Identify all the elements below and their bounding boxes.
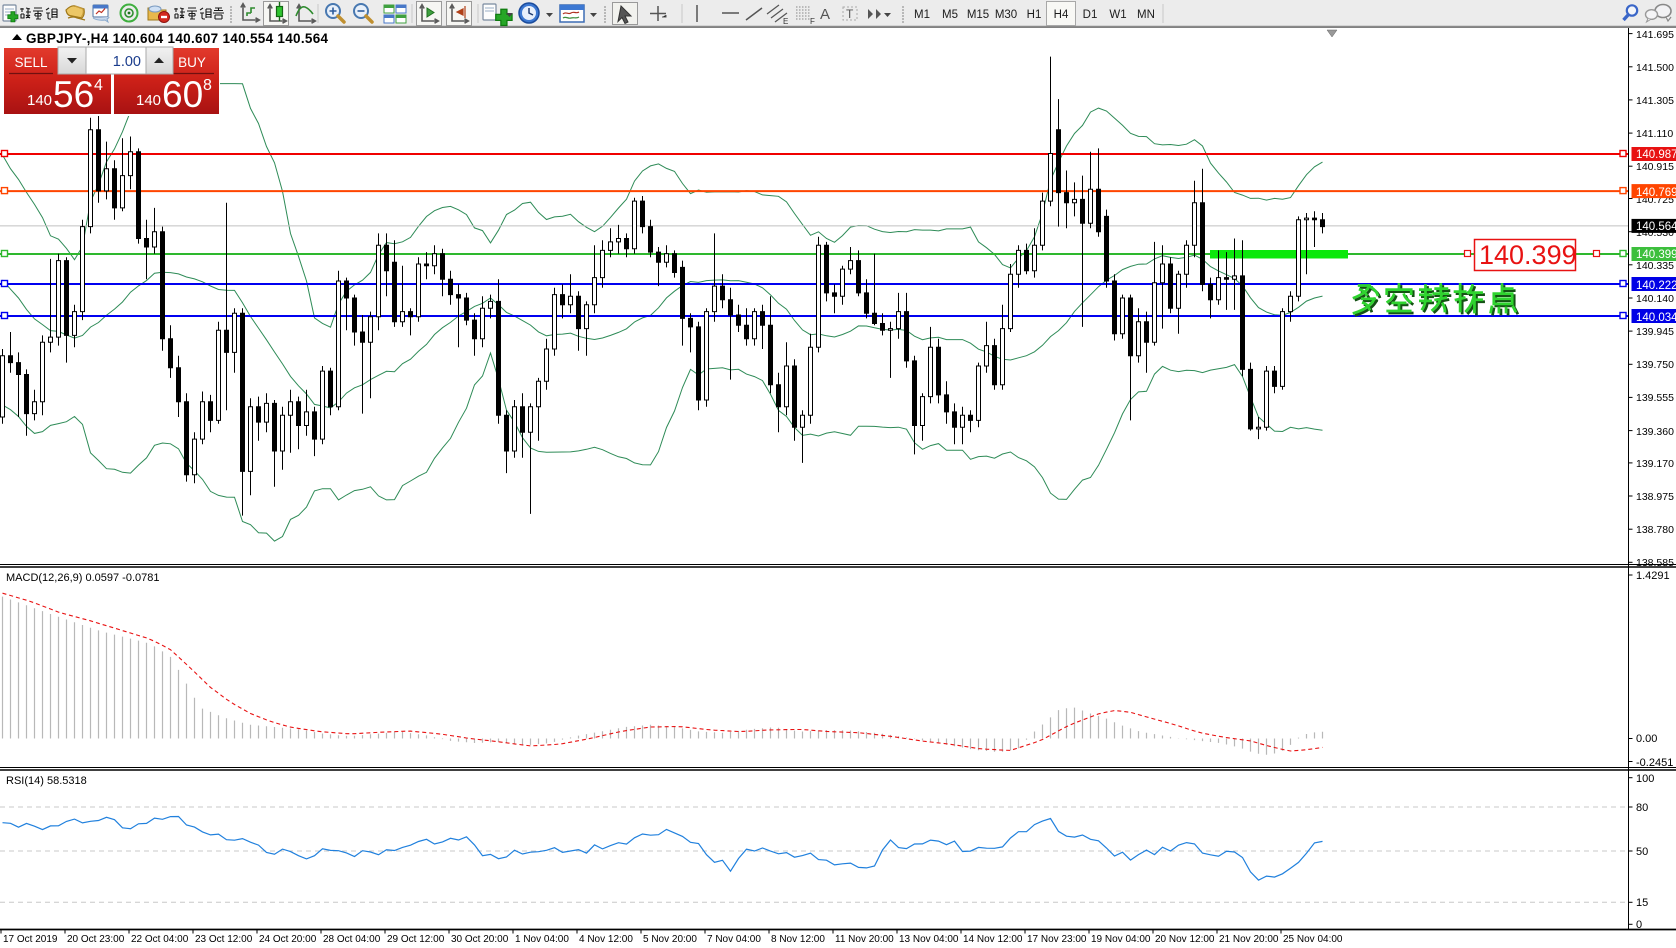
svg-text:138.585: 138.585 xyxy=(1636,557,1674,569)
svg-text:140.222: 140.222 xyxy=(1636,280,1676,292)
svg-text:M15: M15 xyxy=(967,9,989,21)
svg-text:F: F xyxy=(810,17,815,26)
svg-text:56: 56 xyxy=(53,74,94,115)
svg-text:21 Nov 20:00: 21 Nov 20:00 xyxy=(1219,934,1279,945)
svg-text:7 Nov 04:00: 7 Nov 04:00 xyxy=(707,934,761,945)
svg-text:0: 0 xyxy=(1636,919,1642,931)
svg-text:25 Nov 04:00: 25 Nov 04:00 xyxy=(1283,934,1343,945)
svg-text:H4: H4 xyxy=(1054,9,1069,21)
svg-text:141.305: 141.305 xyxy=(1636,95,1674,107)
svg-text:140.987: 140.987 xyxy=(1636,149,1676,161)
svg-text:D1: D1 xyxy=(1083,9,1098,21)
svg-text:139.555: 139.555 xyxy=(1636,392,1674,404)
svg-text:140.335: 140.335 xyxy=(1636,260,1674,272)
svg-text:E: E xyxy=(783,17,788,26)
svg-text:M1: M1 xyxy=(914,9,930,21)
svg-text:RSI(14) 58.5318: RSI(14) 58.5318 xyxy=(6,775,87,787)
svg-text:MACD(12,26,9) 0.0597 -0.0781: MACD(12,26,9) 0.0597 -0.0781 xyxy=(6,572,159,584)
svg-text:23 Oct 12:00: 23 Oct 12:00 xyxy=(195,934,253,945)
svg-text:4 Nov 12:00: 4 Nov 12:00 xyxy=(579,934,633,945)
svg-text:1 Nov 04:00: 1 Nov 04:00 xyxy=(515,934,569,945)
svg-text:140: 140 xyxy=(136,92,161,109)
svg-text:M5: M5 xyxy=(942,9,958,21)
svg-text:28 Oct 04:00: 28 Oct 04:00 xyxy=(323,934,381,945)
svg-text:1.4291: 1.4291 xyxy=(1636,570,1670,582)
svg-text:M30: M30 xyxy=(995,9,1017,21)
svg-text:1.00: 1.00 xyxy=(113,54,141,70)
svg-text:140.399: 140.399 xyxy=(1479,240,1577,270)
svg-text:140.034: 140.034 xyxy=(1636,312,1676,324)
svg-text:15: 15 xyxy=(1636,897,1648,909)
svg-text:20 Nov 12:00: 20 Nov 12:00 xyxy=(1155,934,1215,945)
svg-text:MN: MN xyxy=(1137,9,1155,21)
svg-text:140.140: 140.140 xyxy=(1636,293,1674,305)
svg-text:A: A xyxy=(820,6,830,23)
svg-text:11 Nov 20:00: 11 Nov 20:00 xyxy=(835,934,894,945)
svg-text:139.170: 139.170 xyxy=(1636,458,1674,470)
svg-text:14 Nov 12:00: 14 Nov 12:00 xyxy=(963,934,1023,945)
svg-text:13 Nov 04:00: 13 Nov 04:00 xyxy=(899,934,959,945)
svg-text:29 Oct 12:00: 29 Oct 12:00 xyxy=(387,934,445,945)
svg-text:140.769: 140.769 xyxy=(1636,187,1676,199)
svg-text:8 Nov 12:00: 8 Nov 12:00 xyxy=(771,934,825,945)
svg-text:141.695: 141.695 xyxy=(1636,29,1674,41)
svg-text:139.945: 139.945 xyxy=(1636,326,1674,338)
svg-text:138.780: 138.780 xyxy=(1636,524,1674,536)
svg-text:-0.2451: -0.2451 xyxy=(1636,757,1673,769)
svg-text:17 Oct 2019: 17 Oct 2019 xyxy=(3,934,58,945)
svg-text:24 Oct 20:00: 24 Oct 20:00 xyxy=(259,934,317,945)
svg-text:22 Oct 04:00: 22 Oct 04:00 xyxy=(131,934,189,945)
svg-text:139.750: 139.750 xyxy=(1636,359,1674,371)
svg-text:W1: W1 xyxy=(1109,9,1126,21)
svg-text:20 Oct 23:00: 20 Oct 23:00 xyxy=(67,934,125,945)
svg-text:30 Oct 20:00: 30 Oct 20:00 xyxy=(451,934,509,945)
svg-text:0.00: 0.00 xyxy=(1636,733,1657,745)
svg-text:80: 80 xyxy=(1636,802,1648,814)
svg-text:138.975: 138.975 xyxy=(1636,491,1674,503)
svg-text:GBPJPY-,H4 140.604 140.607 14: GBPJPY-,H4 140.604 140.607 140.554 140.5… xyxy=(26,31,329,46)
svg-text:17 Nov 23:00: 17 Nov 23:00 xyxy=(1027,934,1087,945)
svg-text:19 Nov 04:00: 19 Nov 04:00 xyxy=(1091,934,1151,945)
svg-text:SELL: SELL xyxy=(14,55,48,70)
svg-text:BUY: BUY xyxy=(178,55,206,70)
svg-text:8: 8 xyxy=(203,77,212,94)
svg-text:H1: H1 xyxy=(1027,9,1042,21)
svg-text:50: 50 xyxy=(1636,846,1648,858)
svg-text:140.915: 140.915 xyxy=(1636,161,1674,173)
svg-text:139.360: 139.360 xyxy=(1636,426,1674,438)
svg-text:60: 60 xyxy=(162,74,203,115)
svg-text:141.500: 141.500 xyxy=(1636,62,1674,74)
svg-text:100: 100 xyxy=(1636,773,1654,785)
svg-text:T: T xyxy=(846,7,854,21)
svg-text:5 Nov 20:00: 5 Nov 20:00 xyxy=(643,934,697,945)
svg-text:4: 4 xyxy=(94,77,103,94)
svg-text:140: 140 xyxy=(27,92,52,109)
svg-text:140.399: 140.399 xyxy=(1636,249,1676,261)
svg-text:140.564: 140.564 xyxy=(1636,221,1676,233)
svg-text:141.110: 141.110 xyxy=(1636,128,1673,140)
